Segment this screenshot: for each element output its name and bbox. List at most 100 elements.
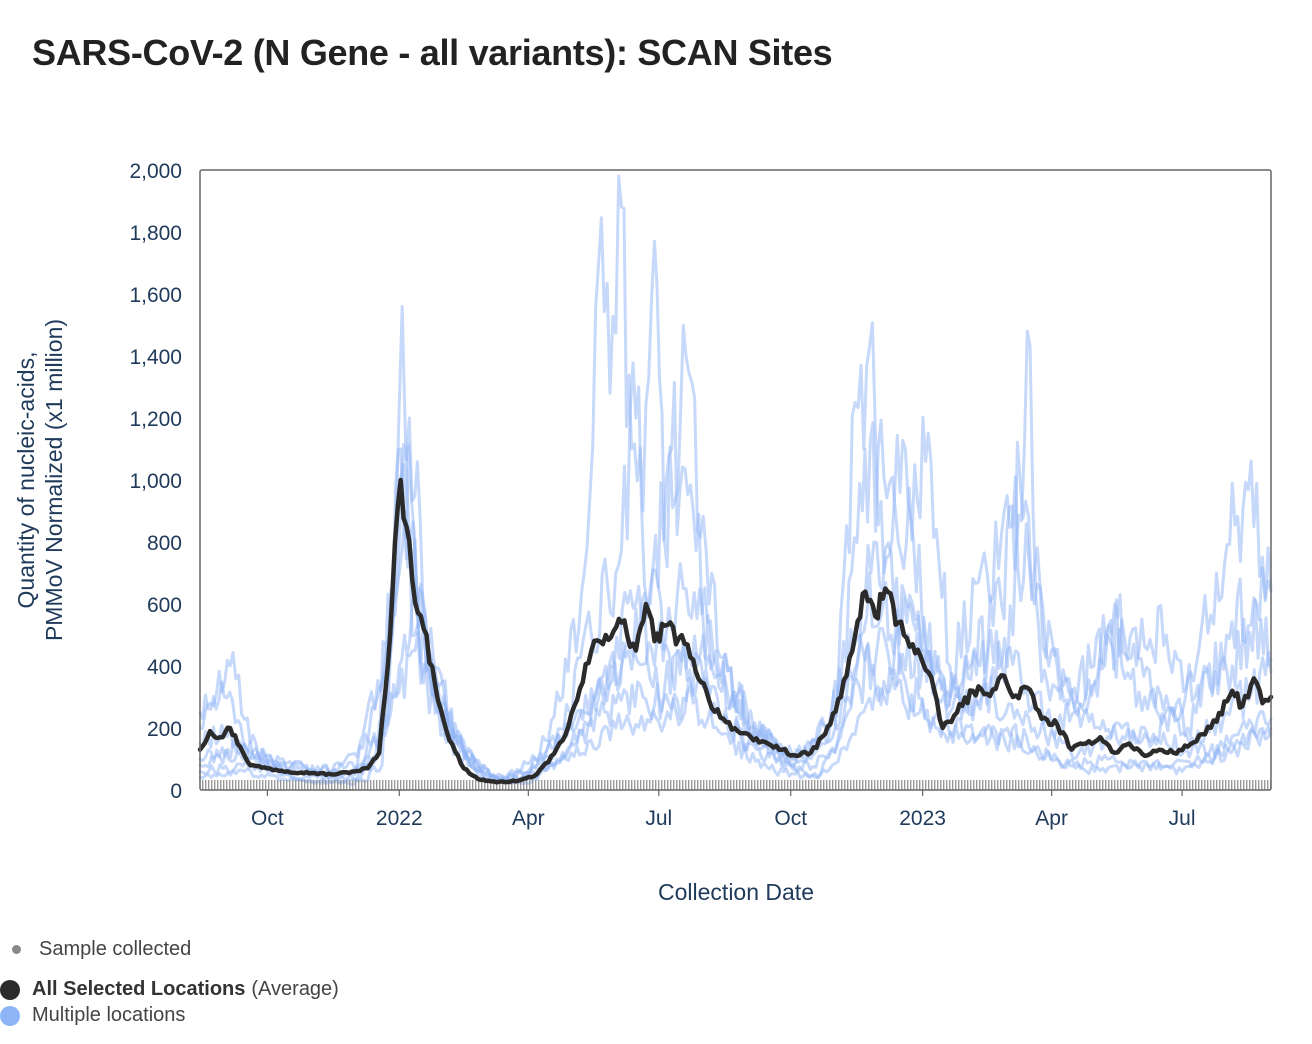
- sample-marker: [262, 780, 264, 790]
- sample-marker: [649, 780, 651, 790]
- y-tick-label: 1,200: [129, 408, 182, 431]
- sample-marker: [1015, 780, 1017, 790]
- sample-marker: [1213, 780, 1215, 790]
- sample-marker: [874, 780, 876, 790]
- sample-marker: [1183, 780, 1185, 790]
- sample-marker: [1255, 780, 1257, 790]
- sample-marker: [634, 780, 636, 790]
- sample-marker: [202, 780, 204, 790]
- sample-marker: [652, 780, 654, 790]
- legend-label-locations: Multiple locations: [32, 1004, 186, 1026]
- sample-marker: [1180, 780, 1182, 790]
- sample-marker: [736, 780, 738, 790]
- sample-marker: [220, 780, 222, 790]
- sample-marker: [391, 780, 393, 790]
- sample-marker: [1207, 780, 1209, 790]
- sample-marker: [532, 780, 534, 790]
- sample-marker: [1153, 780, 1155, 790]
- sample-marker: [505, 780, 507, 790]
- sample-marker: [643, 780, 645, 790]
- sample-marker: [469, 780, 471, 790]
- average-series-line[interactable]: [197, 477, 1274, 785]
- sample-marker: [208, 780, 210, 790]
- sample-marker: [967, 780, 969, 790]
- sample-marker: [946, 780, 948, 790]
- sample-marker: [757, 780, 759, 790]
- sample-marker: [466, 780, 468, 790]
- sample-marker: [1099, 780, 1101, 790]
- sample-marker: [883, 780, 885, 790]
- sample-marker: [340, 780, 342, 790]
- sample-marker: [709, 780, 711, 790]
- sample-marker: [907, 780, 909, 790]
- sample-marker: [1087, 780, 1089, 790]
- sample-marker: [595, 780, 597, 790]
- sample-marker: [1204, 780, 1206, 790]
- sample-marker: [424, 780, 426, 790]
- sample-marker: [934, 780, 936, 790]
- sample-marker: [1225, 780, 1227, 790]
- legend-item-locations[interactable]: Multiple locations: [0, 1004, 185, 1027]
- sample-marker: [1231, 780, 1233, 790]
- sample-marker: [820, 780, 822, 790]
- location-series-line-3[interactable]: [198, 509, 1273, 786]
- sample-marker: [415, 780, 417, 790]
- sample-marker: [364, 780, 366, 790]
- sample-marker: [976, 780, 978, 790]
- sample-marker: [826, 780, 828, 790]
- sample-marker: [703, 780, 705, 790]
- y-tick-label: 2,000: [129, 160, 182, 183]
- sample-marker: [694, 780, 696, 790]
- y-tick-label: 1,800: [129, 222, 182, 245]
- sample-marker: [481, 780, 483, 790]
- sample-marker: [877, 780, 879, 790]
- sample-marker: [355, 780, 357, 790]
- sample-marker: [1243, 780, 1245, 790]
- sample-marker: [397, 780, 399, 790]
- sample-marker: [787, 780, 789, 790]
- sample-marker: [1027, 780, 1029, 790]
- sample-marker: [418, 780, 420, 790]
- sample-marker: [910, 780, 912, 790]
- sample-marker: [853, 780, 855, 790]
- sample-marker: [457, 780, 459, 790]
- sample-marker: [298, 780, 300, 790]
- sample-marker: [1051, 780, 1053, 790]
- sample-marker: [487, 780, 489, 790]
- sample-marker: [664, 780, 666, 790]
- sample-marker: [778, 780, 780, 790]
- sample-marker: [439, 780, 441, 790]
- sample-marker: [610, 780, 612, 790]
- sample-marker: [211, 780, 213, 790]
- sample-marker: [658, 780, 660, 790]
- sample-marker: [274, 780, 276, 790]
- sample-marker: [496, 780, 498, 790]
- sample-marker: [376, 780, 378, 790]
- sample-marker: [808, 780, 810, 790]
- sample-marker: [931, 780, 933, 790]
- sample-marker: [1156, 780, 1158, 790]
- sample-marker: [331, 780, 333, 790]
- sample-marker: [817, 780, 819, 790]
- legend-item-sample[interactable]: Sample collected: [12, 938, 191, 961]
- sample-marker: [1132, 780, 1134, 790]
- sample-marker: [1060, 780, 1062, 790]
- sample-marker: [1021, 780, 1023, 790]
- sample-marker: [793, 780, 795, 790]
- sample-marker: [1003, 780, 1005, 790]
- sample-marker: [937, 780, 939, 790]
- sample-marker: [1105, 780, 1107, 790]
- sample-marker: [859, 780, 861, 790]
- sample-marker: [811, 780, 813, 790]
- sample-marker: [502, 780, 504, 790]
- sample-marker: [292, 780, 294, 790]
- sample-marker: [973, 780, 975, 790]
- sample-marker: [382, 780, 384, 790]
- x-axis-title: Collection Date: [658, 879, 814, 905]
- sample-marker: [1018, 780, 1020, 790]
- sample-marker: [718, 780, 720, 790]
- legend-item-average[interactable]: All Selected Locations (Average): [0, 978, 339, 1001]
- y-tick-label: 1,400: [129, 346, 182, 369]
- location-series-line-1[interactable]: [198, 174, 1273, 780]
- sample-marker: [637, 780, 639, 790]
